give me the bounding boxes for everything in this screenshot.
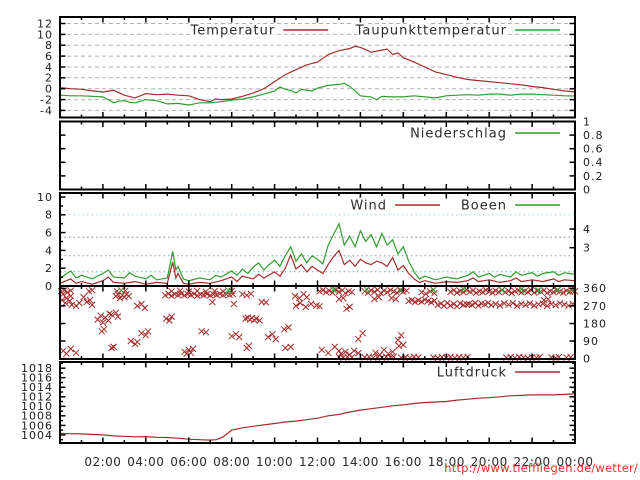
precipitation-ytick-label-right: 0.2 bbox=[583, 170, 604, 183]
temperature-ytick-label: -2 bbox=[40, 93, 53, 106]
boeen-series bbox=[59, 221, 576, 282]
x-tick-label: 06:00 bbox=[170, 455, 207, 469]
x-tick-label: 22:00 bbox=[514, 455, 551, 469]
wind-ytick-label: 8 bbox=[45, 209, 53, 222]
pressure-ytick-label: 1010 bbox=[21, 400, 53, 413]
legend-label-wind: Wind bbox=[350, 199, 387, 214]
x-tick-label: 20:00 bbox=[471, 455, 508, 469]
x-tick-label: 14:00 bbox=[342, 455, 379, 469]
wind_direction-ytick-label-right: 270 bbox=[583, 300, 607, 313]
taupunkttemperatur-series bbox=[59, 82, 576, 106]
pressure-ytick-label: 1006 bbox=[21, 419, 53, 432]
temperature-x-ticks bbox=[59, 17, 576, 118]
temperature-ytick-label: 0 bbox=[45, 83, 53, 96]
x-tick-label: 04:00 bbox=[127, 455, 164, 469]
temperature-ytick-label: 12 bbox=[37, 17, 53, 30]
temperature-ytick-label: -4 bbox=[40, 104, 53, 117]
pressure-ytick-label: 1008 bbox=[21, 410, 53, 423]
wind-ytick-label-right: 4 bbox=[583, 223, 591, 236]
x-tick-label: 16:00 bbox=[385, 455, 422, 469]
wind_direction-border bbox=[59, 285, 576, 360]
legend-label-temperatur: Temperatur bbox=[190, 24, 276, 39]
pressure-ytick-label: 1012 bbox=[21, 391, 53, 404]
x-tick-label: 10:00 bbox=[256, 455, 293, 469]
x-tick-label: 00:00 bbox=[556, 455, 593, 469]
wind-ytick-label-right: 3 bbox=[583, 242, 591, 255]
legend-label-luftdruck: Luftdruck bbox=[437, 366, 507, 381]
wind_direction-ytick-label-right: 360 bbox=[583, 282, 607, 295]
x-axis-labels: 02:00 04:00 06:00 08:00 10:00 12:00 14:00 16:00… bbox=[84, 455, 593, 469]
pressure-panel: 10181016101410121010100810061004Luftdruc… bbox=[21, 361, 576, 444]
wind-ytick-label: 6 bbox=[45, 226, 53, 239]
wind-ytick-label: 10 bbox=[37, 191, 53, 204]
luftdruck-series bbox=[59, 393, 576, 441]
pressure-x-ticks bbox=[59, 362, 576, 443]
precipitation-x-ticks bbox=[59, 121, 576, 190]
boeenrichtung-points bbox=[117, 285, 575, 294]
temperature-ytick-label: 6 bbox=[45, 50, 53, 63]
precipitation-ytick-label-right: 0.6 bbox=[583, 143, 604, 156]
precipitation-y-ticks: 10.80.60.40.20 bbox=[60, 115, 604, 196]
precipitation-ytick-label-right: 0.4 bbox=[583, 156, 604, 169]
wind_direction-ytick-label-right: 0 bbox=[583, 352, 591, 365]
wind-ytick-label: 2 bbox=[45, 262, 53, 275]
wind_direction-panel: 360 270 180 90 0 bbox=[57, 282, 607, 365]
wind_direction-x-ticks bbox=[59, 286, 576, 359]
legend-label-taupunkttemperatur: Taupunkttemperatur bbox=[355, 24, 507, 39]
precipitation-ytick-label-right: 0 bbox=[583, 183, 591, 196]
legend-label-niederschlag: Niederschlag bbox=[410, 127, 507, 142]
wind-y-ticks: 10 8 6 4 2 0 4 3 bbox=[37, 191, 591, 293]
pressure-ytick-label: 1014 bbox=[21, 381, 53, 394]
legend-label-boeen: Boeen bbox=[461, 199, 507, 214]
temperature-ytick-label: 10 bbox=[37, 28, 53, 41]
source-url-watermark: http://www.tieffliegen.de/wetter/ bbox=[444, 461, 638, 475]
wind-ytick-label: 4 bbox=[45, 244, 53, 257]
pressure-ytick-label: 1016 bbox=[21, 372, 53, 385]
pressure-ytick-label: 1018 bbox=[21, 362, 53, 375]
precipitation-ytick-label-right: 0.8 bbox=[583, 129, 604, 142]
x-tick-label: 12:00 bbox=[299, 455, 336, 469]
x-tick-label: 02:00 bbox=[84, 455, 121, 469]
temperature-ytick-label: 8 bbox=[45, 39, 53, 52]
pressure-ytick-label: 1004 bbox=[21, 429, 53, 442]
wind_direction-ytick-label-right: 90 bbox=[583, 335, 599, 348]
wind-ytick-label: 0 bbox=[45, 280, 53, 293]
precipitation-ytick-label-right: 1 bbox=[583, 115, 591, 128]
windrichtung-points bbox=[57, 286, 579, 362]
wind_direction-ytick-label-right: 180 bbox=[583, 317, 607, 330]
wind-panel: 10 8 6 4 2 0 4 3 Boeen Wind bbox=[37, 191, 591, 293]
temperature-ytick-label: 2 bbox=[45, 72, 53, 85]
x-tick-label: 08:00 bbox=[213, 455, 250, 469]
temperatur-series bbox=[59, 45, 576, 103]
temperature-panel: 121086420-2-4TaupunkttemperaturTemperatu… bbox=[37, 16, 576, 119]
x-tick-label: 18:00 bbox=[428, 455, 465, 469]
temperature-ytick-label: 4 bbox=[45, 61, 53, 74]
wind_direction-y-ticks: 360 270 180 90 0 bbox=[60, 282, 607, 365]
